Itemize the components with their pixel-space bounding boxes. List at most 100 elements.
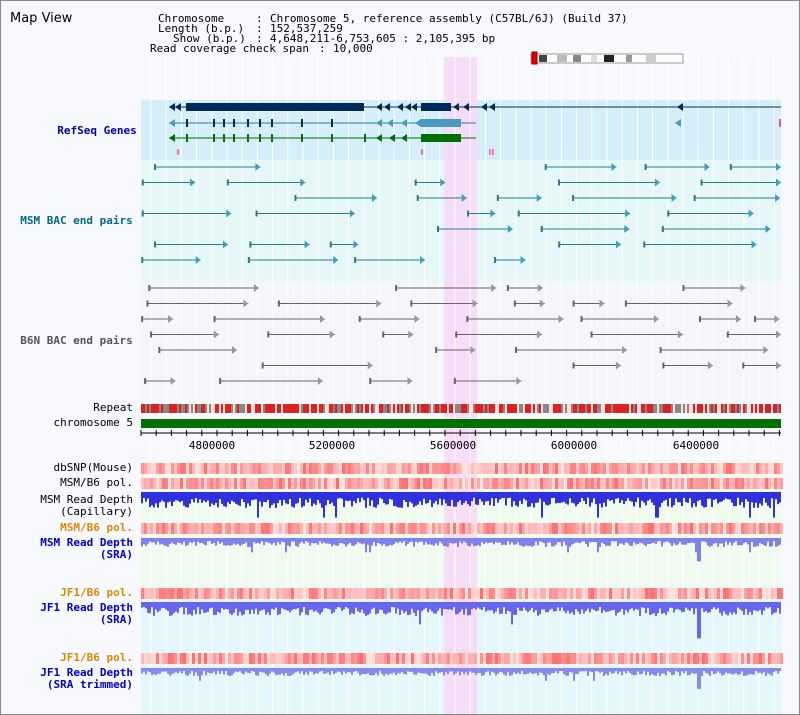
polymorphism-cell: [774, 588, 777, 599]
read-depth-bar: [381, 668, 383, 674]
track-label-msm-bac[interactable]: MSM BAC end pairs: [20, 214, 133, 227]
read-depth-bar: [147, 668, 149, 672]
bac-end-pair: [249, 241, 252, 248]
polymorphism-cell: [543, 523, 546, 534]
polymorphism-cell: [732, 478, 735, 489]
polymorphism-cell: [225, 523, 228, 534]
read-depth-bar: [233, 492, 235, 502]
read-depth-bar: [745, 668, 747, 676]
read-depth-bar: [347, 538, 349, 545]
polymorphism-cell: [321, 588, 324, 599]
read-depth-bar: [655, 538, 657, 544]
read-depth-bar: [235, 492, 237, 504]
read-depth-bar: [405, 538, 407, 546]
read-depth-bar: [751, 668, 753, 675]
repeat-mark: [309, 404, 311, 413]
read-depth-bar: [487, 538, 489, 544]
repeat-mark: [761, 404, 763, 413]
polymorphism-cell: [507, 523, 510, 534]
read-depth-bar: [175, 668, 177, 673]
polymorphism-cell: [180, 523, 183, 534]
track-label-refseq[interactable]: RefSeq Genes: [57, 124, 137, 137]
read-depth-bar: [353, 668, 355, 672]
polymorphism-cell: [141, 463, 144, 474]
track-label-jf1-depth-trimmed: JF1 Read Depth (SRA trimmed): [40, 666, 133, 691]
read-depth-bar: [659, 668, 661, 676]
polymorphism-cell: [345, 588, 348, 599]
read-depth-bar: [283, 602, 285, 610]
read-depth-bar: [171, 602, 173, 616]
bac-end-pair: [472, 299, 478, 308]
polymorphism-cell: [420, 588, 423, 599]
read-depth-bar: [559, 492, 561, 504]
polymorphism-cell: [576, 653, 579, 664]
read-depth-bar: [159, 602, 161, 611]
read-depth-bar: [373, 668, 375, 676]
read-depth-bar: [679, 602, 681, 611]
polymorphism-cell: [468, 478, 471, 489]
read-depth-bar: [205, 492, 207, 503]
polymorphism-cell: [186, 523, 189, 534]
read-depth-bar: [473, 538, 475, 546]
polymorphism-cell: [150, 523, 153, 534]
bac-end-pair: [515, 347, 518, 353]
polymorphism-cell: [642, 523, 645, 534]
read-depth-bar: [443, 538, 445, 547]
read-depth-bar: [623, 492, 625, 505]
read-depth-bar: [749, 668, 751, 675]
polymorphism-cell: [705, 478, 708, 489]
polymorphism-cell: [663, 588, 666, 599]
read-depth-bar: [161, 492, 163, 501]
read-depth-bar: [443, 668, 445, 676]
read-depth-bar: [577, 668, 579, 674]
polymorphism-cell: [246, 463, 249, 474]
read-depth-bar: [329, 492, 331, 505]
read-depth-bar: [723, 492, 725, 500]
read-depth-bar: [757, 668, 759, 673]
read-depth-bar: [237, 492, 239, 505]
track-label-dbsnp: dbSNP(Mouse): [53, 461, 133, 474]
read-depth-bar: [209, 668, 211, 674]
read-depth-bar: [269, 492, 271, 508]
read-depth-bar: [575, 602, 577, 610]
polymorphism-cell: [711, 463, 714, 474]
read-depth-bar: [497, 492, 499, 503]
repeat-mark: [157, 404, 159, 413]
polymorphism-cell: [633, 588, 636, 599]
repeat-mark: [423, 404, 425, 413]
polymorphism-cell: [420, 478, 423, 489]
bac-end-pair: [467, 210, 470, 217]
polymorphism-cell: [609, 463, 612, 474]
read-depth-bar: [717, 492, 719, 504]
read-depth-bar: [437, 492, 439, 505]
read-depth-bar: [257, 538, 259, 544]
read-depth-bar: [685, 492, 687, 503]
polymorphism-cell: [702, 478, 705, 489]
repeat-mark: [551, 404, 553, 413]
read-depth-bar: [343, 668, 345, 672]
read-depth-bar: [415, 492, 417, 506]
read-depth-bar: [537, 668, 539, 676]
polymorphism-cell: [399, 478, 402, 489]
read-depth-bar: [725, 538, 727, 542]
repeat-mark: [243, 404, 245, 413]
polymorphism-cell: [195, 588, 198, 599]
axis-tick-label: 4800000: [188, 439, 236, 452]
read-depth-bar: [487, 668, 489, 672]
read-depth-bar: [555, 492, 557, 504]
polymorphism-cell: [618, 588, 621, 599]
read-depth-bar: [621, 538, 623, 544]
read-depth-bar: [739, 668, 741, 675]
read-depth-bar: [235, 538, 237, 545]
polymorphism-cell: [468, 523, 471, 534]
read-depth-bar: [155, 668, 157, 676]
polymorphism-cell: [702, 523, 705, 534]
read-depth-bar: [331, 492, 333, 503]
track-label-b6n-bac[interactable]: B6N BAC end pairs: [20, 334, 133, 347]
polymorphism-cell: [597, 523, 600, 534]
bac-end-pair: [735, 315, 741, 323]
polymorphism-cell: [516, 653, 519, 664]
polymorphism-cell: [297, 653, 300, 664]
read-depth-bar: [537, 492, 539, 503]
